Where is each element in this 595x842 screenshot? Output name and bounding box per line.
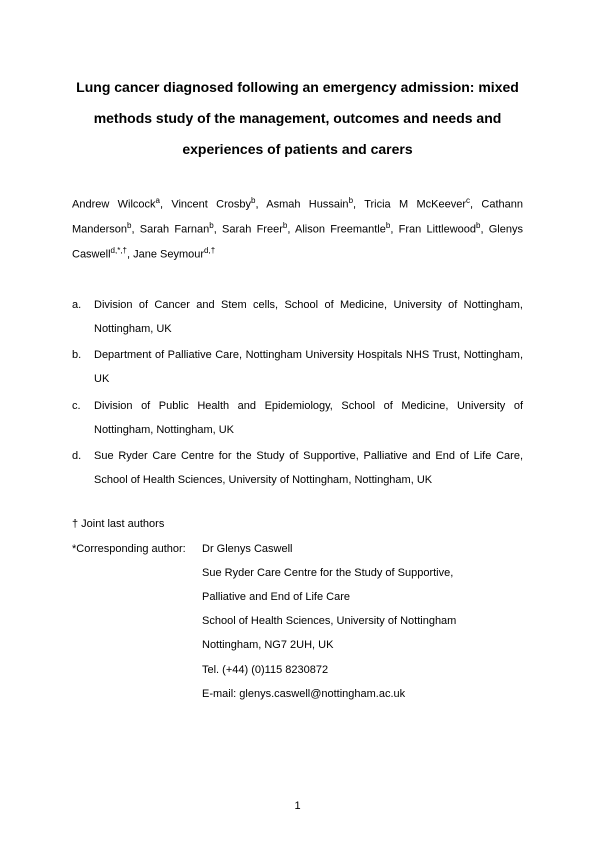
affiliation-item: d. Sue Ryder Care Centre for the Study o… bbox=[72, 444, 523, 492]
joint-authors-note: † Joint last authors bbox=[72, 512, 523, 536]
affiliation-item: c. Division of Public Health and Epidemi… bbox=[72, 394, 523, 442]
page-number: 1 bbox=[0, 800, 595, 812]
authors-list: Andrew Wilcocka, Vincent Crosbyb, Asmah … bbox=[72, 192, 523, 267]
corresponding-line: E-mail: glenys.caswell@nottingham.ac.uk bbox=[202, 682, 523, 706]
affiliation-marker: c. bbox=[72, 394, 94, 442]
corresponding-label: *Corresponding author: bbox=[72, 537, 202, 561]
affiliation-text: Division of Cancer and Stem cells, Schoo… bbox=[94, 293, 523, 341]
affiliation-marker: a. bbox=[72, 293, 94, 341]
affiliation-marker: d. bbox=[72, 444, 94, 492]
paper-title: Lung cancer diagnosed following an emerg… bbox=[72, 72, 523, 164]
corresponding-author-row: *Corresponding author: Dr Glenys Caswell bbox=[72, 537, 523, 561]
affiliation-item: a. Division of Cancer and Stem cells, Sc… bbox=[72, 293, 523, 341]
affiliation-text: Department of Palliative Care, Nottingha… bbox=[94, 343, 523, 391]
affiliations-list: a. Division of Cancer and Stem cells, Sc… bbox=[72, 293, 523, 493]
corresponding-name: Dr Glenys Caswell bbox=[202, 537, 523, 561]
notes-section: † Joint last authors *Corresponding auth… bbox=[72, 512, 523, 706]
corresponding-line: Tel. (+44) (0)115 8230872 bbox=[202, 658, 523, 682]
affiliation-text: Sue Ryder Care Centre for the Study of S… bbox=[94, 444, 523, 492]
affiliation-marker: b. bbox=[72, 343, 94, 391]
corresponding-line: Nottingham, NG7 2UH, UK bbox=[202, 633, 523, 657]
corresponding-line: Palliative and End of Life Care bbox=[202, 585, 523, 609]
corresponding-address: Sue Ryder Care Centre for the Study of S… bbox=[202, 561, 523, 706]
corresponding-line: School of Health Sciences, University of… bbox=[202, 609, 523, 633]
corresponding-line: Sue Ryder Care Centre for the Study of S… bbox=[202, 561, 523, 585]
affiliation-item: b. Department of Palliative Care, Nottin… bbox=[72, 343, 523, 391]
affiliation-text: Division of Public Health and Epidemiolo… bbox=[94, 394, 523, 442]
